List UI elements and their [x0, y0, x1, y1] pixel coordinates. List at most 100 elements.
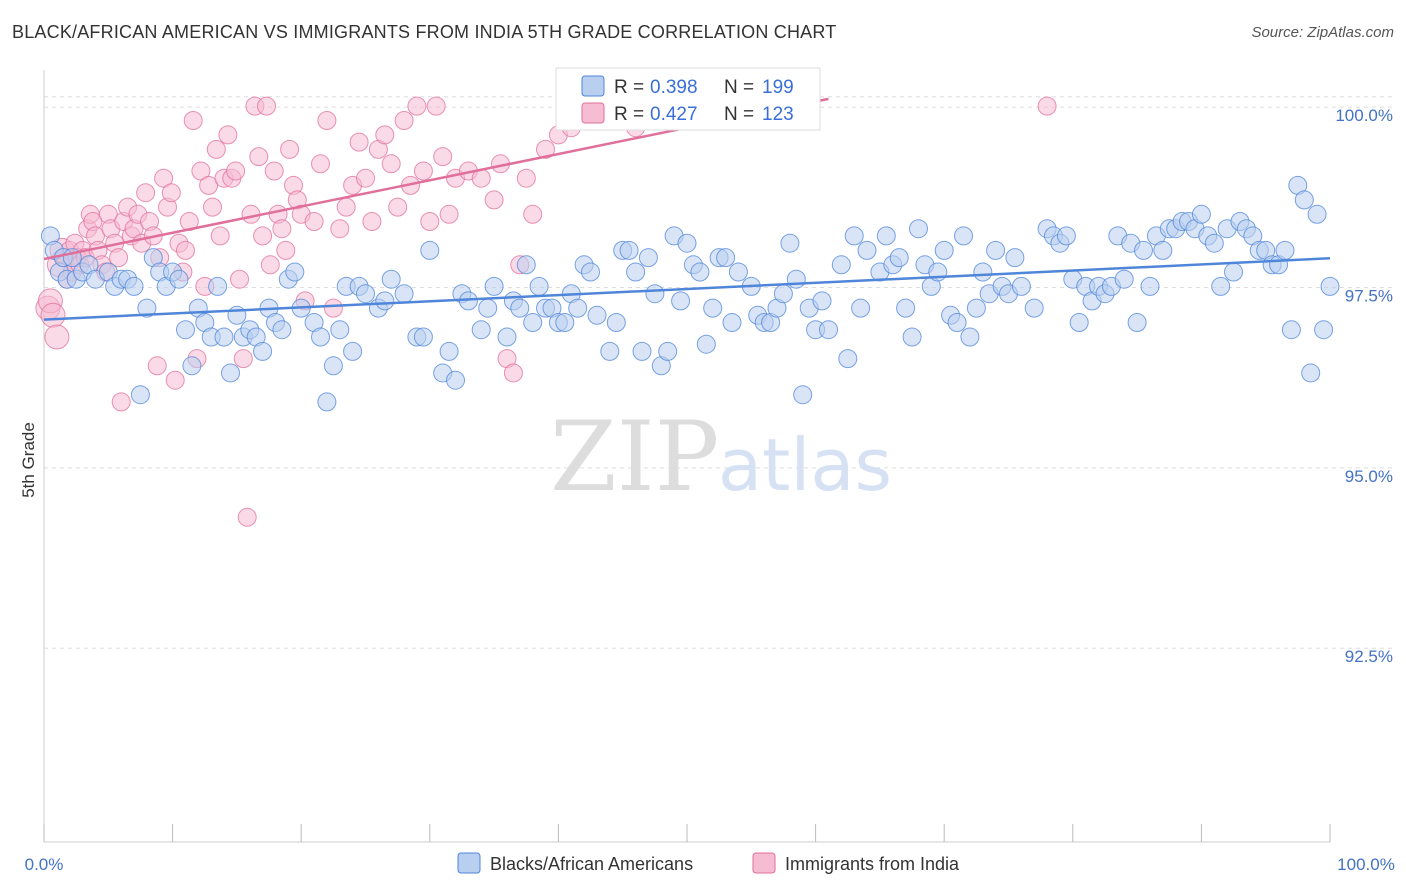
- data-point-black: [606, 313, 626, 332]
- data-point-india: [426, 96, 446, 116]
- series-india-points: [35, 96, 1057, 527]
- data-point-india: [407, 96, 427, 116]
- data-point-black: [330, 320, 350, 340]
- data-point-india: [375, 125, 395, 145]
- data-point-black: [285, 262, 305, 282]
- data-point-india: [203, 197, 222, 217]
- stats-n-value-black: 199: [762, 77, 794, 98]
- data-point-black: [510, 298, 530, 318]
- y-tick-label: 95.0%: [1345, 467, 1393, 486]
- data-point-black: [1281, 320, 1301, 340]
- data-point-black: [176, 320, 195, 340]
- x-axis-ticks: [43, 824, 1331, 842]
- data-point-black: [1134, 240, 1153, 260]
- data-point-black: [169, 269, 189, 289]
- data-point-black: [954, 226, 973, 246]
- stats-r-value-india: 0.427: [650, 104, 698, 125]
- data-point-india: [147, 356, 167, 376]
- gridlines: [44, 96, 1395, 649]
- legend: Blacks/African Americans Immigrants from…: [457, 852, 960, 874]
- data-point-black: [973, 262, 993, 282]
- data-point-black: [658, 341, 678, 361]
- data-point-black: [819, 320, 838, 340]
- data-point-black: [317, 392, 337, 412]
- data-point-black: [1024, 298, 1044, 318]
- data-point-black: [626, 262, 646, 282]
- watermark: ZIP atlas: [550, 401, 892, 513]
- source-label: Source: ZipAtlas.com: [1251, 24, 1394, 41]
- stats-r-label-black: R =: [614, 77, 644, 98]
- data-point-india: [420, 212, 440, 231]
- data-point-black: [375, 291, 395, 311]
- data-point-black: [838, 349, 858, 369]
- data-point-black: [124, 276, 144, 296]
- data-point-india: [381, 154, 401, 174]
- data-point-black: [934, 240, 954, 260]
- data-point-india: [183, 111, 203, 130]
- data-point-black: [529, 276, 549, 296]
- data-point-black: [1114, 269, 1134, 289]
- data-point-india: [317, 111, 337, 130]
- data-point-black: [773, 284, 793, 304]
- data-point-india: [503, 363, 523, 383]
- data-point-black: [1211, 276, 1231, 296]
- data-point-black: [986, 240, 1006, 260]
- data-point-india: [249, 147, 269, 167]
- data-point-black: [889, 248, 909, 268]
- data-point-india: [253, 226, 273, 246]
- x-tick-label-left: 0.0%: [25, 855, 64, 874]
- data-point-india: [433, 147, 453, 167]
- data-point-black: [1275, 240, 1295, 260]
- data-point-black: [619, 240, 639, 260]
- data-point-black: [638, 248, 658, 268]
- data-point-black: [844, 226, 864, 246]
- stats-box: R = 0.398 N = 199 R = 0.427 N = 123: [555, 67, 821, 131]
- data-point-india: [330, 219, 350, 239]
- data-point-black: [311, 327, 330, 347]
- data-point-black: [716, 248, 736, 268]
- data-point-black: [1320, 276, 1340, 296]
- data-point-black: [1191, 204, 1211, 224]
- data-point-india: [362, 212, 382, 231]
- data-point-india: [356, 168, 375, 188]
- data-point-black: [1224, 262, 1243, 282]
- trendline-black: [43, 257, 1331, 321]
- data-point-black: [690, 262, 710, 282]
- data-point-black: [446, 370, 465, 390]
- data-point-black: [645, 284, 665, 304]
- data-point-india: [237, 507, 257, 527]
- chart-title: BLACK/AFRICAN AMERICAN VS IMMIGRANTS FRO…: [12, 22, 837, 42]
- stats-n-label-black: N =: [724, 77, 754, 98]
- stats-n-label-india: N =: [724, 104, 754, 125]
- data-point-black: [831, 255, 851, 275]
- data-point-black: [947, 313, 967, 332]
- data-point-black: [857, 240, 877, 260]
- data-point-black: [960, 327, 980, 347]
- data-point-black: [581, 262, 600, 282]
- data-point-india: [523, 204, 543, 224]
- data-point-black: [137, 298, 157, 318]
- legend-swatch-india: [752, 852, 776, 874]
- data-point-india: [111, 392, 131, 412]
- series-black-points: [40, 175, 1340, 412]
- data-point-black: [497, 327, 517, 347]
- data-point-black: [253, 341, 273, 361]
- data-point-black: [272, 320, 292, 340]
- data-point-india: [161, 183, 181, 203]
- data-point-black: [439, 341, 459, 361]
- data-point-black: [1153, 240, 1173, 260]
- data-point-india: [349, 132, 369, 152]
- data-point-india: [272, 219, 292, 239]
- data-point-india: [439, 204, 459, 224]
- data-point-black: [516, 255, 536, 275]
- data-point-black: [1056, 226, 1076, 246]
- data-point-india: [516, 168, 536, 188]
- legend-label-black: Blacks/African Americans: [490, 854, 693, 874]
- data-point-india: [394, 111, 414, 130]
- stats-r-label-india: R =: [614, 104, 644, 125]
- data-point-black: [214, 327, 234, 347]
- data-point-black: [587, 305, 607, 325]
- data-point-black: [356, 284, 375, 304]
- data-point-black: [1127, 313, 1147, 332]
